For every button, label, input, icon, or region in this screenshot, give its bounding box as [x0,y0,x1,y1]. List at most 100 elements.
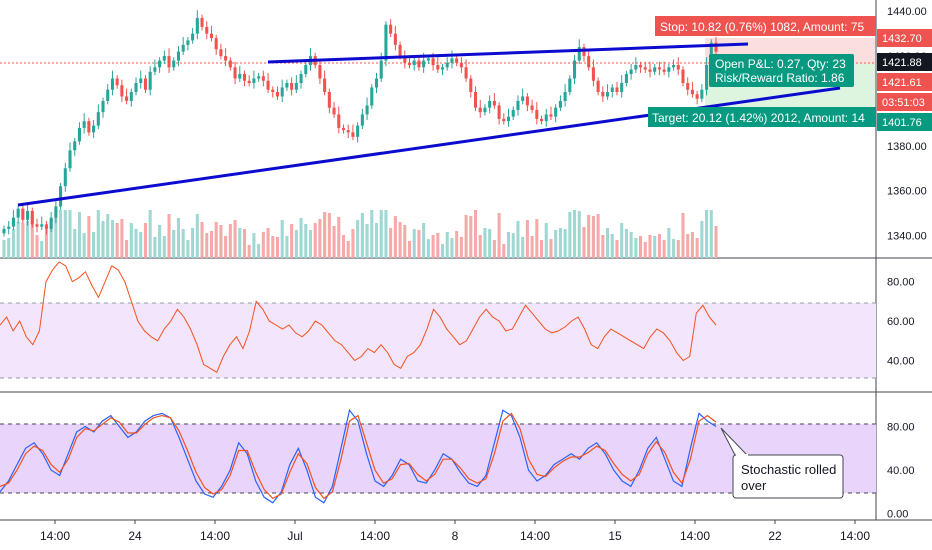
volume-bar [568,212,572,258]
candle [610,87,614,92]
svg-text:1432.70: 1432.70 [882,33,922,45]
candle [568,78,572,92]
volume-bar [209,231,214,258]
svg-text:over: over [741,478,767,493]
volume-bar [153,237,157,258]
volume-bar [280,220,284,258]
volume-bar [431,235,435,258]
volume-bar [106,214,110,258]
volume-bar [257,244,261,258]
candle [615,87,619,92]
candle [318,65,322,79]
volume-bar [422,223,426,258]
volume-bar [233,220,237,258]
stochastic-tick: 80.00 [887,422,915,434]
svg-text:Target: 20.12 (1.42%) 2012, Am: Target: 20.12 (1.42%) 2012, Amount: 14 [652,111,865,125]
candle [714,42,718,52]
svg-text:Stochastic rolled: Stochastic rolled [741,462,836,477]
stochastic-band [0,424,876,493]
candle [30,210,34,225]
volume-bar [360,213,364,258]
price-tick: 1360.00 [887,186,927,198]
volume-bar [620,223,624,258]
candle [365,105,369,115]
time-label: Jul [287,529,302,543]
rsi-pane[interactable] [0,261,876,379]
upper-trendline[interactable] [267,42,749,64]
volume-bar [252,233,256,258]
volume-bar [601,235,605,258]
volume-bar [110,220,114,258]
volume-bar [417,230,421,258]
volume-bar [709,210,713,258]
stochastic-callout[interactable]: Stochastic rolled over [720,427,844,499]
candle [16,208,20,218]
candle [162,56,166,61]
candle [285,83,289,88]
volume-bar [172,230,176,258]
volume-bar [200,222,204,258]
volume-bar [308,230,313,258]
volume-bar [450,238,454,258]
candle [667,67,671,72]
candle [63,168,67,187]
candle [92,125,96,133]
volume-bar [186,240,190,258]
rsi-tick: 40.00 [887,355,915,367]
candle [422,60,426,68]
volume-bar [591,216,595,258]
volume-bar [667,228,671,258]
volume-bar [356,220,360,258]
candle [134,83,138,92]
candle [158,60,162,68]
volume-bar [502,244,506,258]
candle [181,44,185,52]
volume-bar [445,232,449,258]
candle [129,91,133,101]
candle [573,60,577,79]
candle [624,74,628,84]
candle [483,107,487,113]
volume-bar [525,220,529,258]
candle [587,56,591,68]
time-label: 14:00 [840,529,870,543]
candle [488,100,492,108]
volume-bar [540,240,544,258]
price-tick: 1380.00 [887,141,927,153]
candle [672,65,676,68]
candle [275,91,280,97]
candle [167,56,171,68]
rsi-line [0,261,717,374]
volume-bar [181,229,185,258]
time-label: 14:00 [520,529,550,543]
candle [238,74,242,79]
volume-bar [516,221,520,258]
candle [280,87,284,97]
volume-bar [242,229,247,258]
candle [521,96,525,101]
candle [374,78,379,88]
candle [120,85,124,97]
volume-bar [549,239,553,258]
volume-bar [690,232,694,258]
candle [648,69,652,72]
candle [464,67,468,79]
candle [323,78,327,92]
stochastic-pane[interactable]: Stochastic rolled over [0,408,876,504]
time-axis[interactable]: 14:00 24 14:00 Jul 14:00 8 14:00 15 14:00 22 14:00 [40,520,870,543]
volume-bar [11,229,15,258]
candle [705,65,709,90]
volume-bar [393,216,397,258]
volume-bar [134,229,138,258]
volume-bar [49,220,53,258]
volume-bar [304,224,308,258]
volume-bar [554,230,558,258]
candle [290,83,294,90]
volume-bar [676,240,680,258]
candle [657,67,661,70]
volume-bar [176,218,180,258]
candle [148,71,152,90]
candle [360,114,364,126]
volume-bar [195,214,199,258]
